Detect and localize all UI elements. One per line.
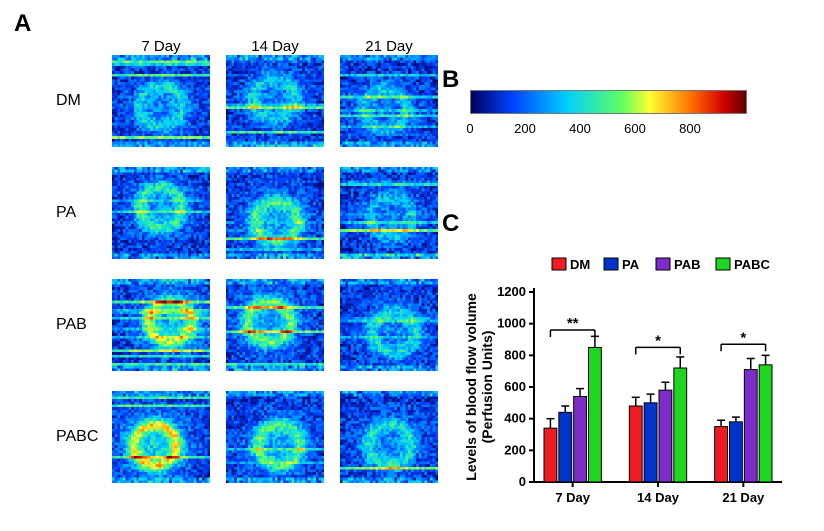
panelC-chart: 020040060080010001200Levels of blood flo… (444, 240, 812, 520)
panelA-grid: 7 Day 14 Day 21 Day DM PA PAB PABC (56, 38, 454, 503)
heatmap-cell (340, 55, 438, 147)
heatmap-cell (226, 55, 324, 147)
row-label: DM (56, 92, 112, 110)
panelA-row: PAB (56, 279, 454, 371)
colorbar-tick: 0 (466, 121, 473, 136)
panelB-colorbar: 0200400600800 (470, 90, 780, 139)
heatmap-cell (340, 279, 438, 371)
colorbar-tick: 200 (514, 121, 536, 136)
heatmap-cell (226, 279, 324, 371)
row-label: PA (56, 204, 112, 222)
heatmap-cell (340, 391, 438, 483)
panelA-row: PA (56, 167, 454, 259)
colA-header-1: 14 Day (226, 38, 324, 55)
heatmap-cell (112, 55, 210, 147)
panelA-row: PABC (56, 391, 454, 483)
panel-label-B: B (442, 66, 459, 94)
colorbar-tick: 800 (679, 121, 701, 136)
heatmap-cell (112, 391, 210, 483)
heatmap-cell (340, 167, 438, 259)
row-label: PAB (56, 316, 112, 334)
heatmap-cell (112, 279, 210, 371)
heatmap-cell (112, 167, 210, 259)
colorbar-tick: 600 (624, 121, 646, 136)
heatmap-cell (226, 391, 324, 483)
colA-header-0: 7 Day (112, 38, 210, 55)
panel-label-A: A (14, 10, 31, 38)
panel-label-C: C (442, 210, 459, 238)
row-label: PABC (56, 428, 112, 446)
colorbar-tick: 400 (569, 121, 591, 136)
heatmap-cell (226, 167, 324, 259)
panelA-row: DM (56, 55, 454, 147)
colA-header-2: 21 Day (340, 38, 438, 55)
